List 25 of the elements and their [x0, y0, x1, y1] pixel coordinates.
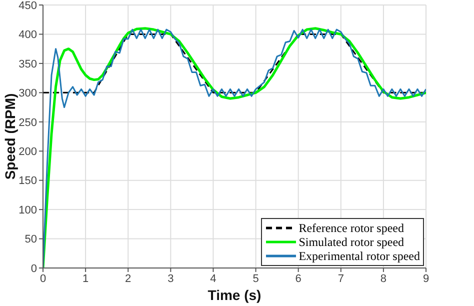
y-tick-label: 50 — [24, 234, 37, 246]
y-tick-label: 400 — [18, 29, 37, 42]
y-tick-label: 450 — [18, 0, 37, 12]
y-tick-label: 350 — [18, 58, 37, 70]
y-tick-label: 150 — [18, 175, 37, 188]
y-axis-title: Speed (RPM) — [2, 93, 18, 180]
y-tick-label: 300 — [18, 88, 37, 100]
x-tick-label: 5 — [252, 272, 259, 285]
x-tick-label: 1 — [82, 272, 89, 285]
x-tick-label: 3 — [168, 272, 174, 285]
x-tick-label: 6 — [295, 272, 302, 285]
y-tick-label: 250 — [18, 116, 37, 129]
y-tick-label: 200 — [18, 146, 37, 158]
y-tick-label: 100 — [18, 204, 37, 216]
x-tick-label: 7 — [338, 272, 344, 285]
x-tick-label: 4 — [210, 272, 216, 285]
legend-label: Simulated rotor speed — [298, 235, 404, 249]
x-tick-label: 8 — [380, 272, 387, 285]
x-tick-label: 0 — [40, 272, 46, 285]
legend-label: Experimental rotor speed — [298, 249, 420, 263]
legend-label: Reference rotor speed — [298, 221, 404, 235]
x-axis-title: Time (s) — [208, 287, 262, 303]
y-tick-label: 0 — [30, 262, 37, 275]
x-tick-label: 9 — [422, 272, 430, 285]
x-tick-label: 2 — [125, 272, 132, 285]
